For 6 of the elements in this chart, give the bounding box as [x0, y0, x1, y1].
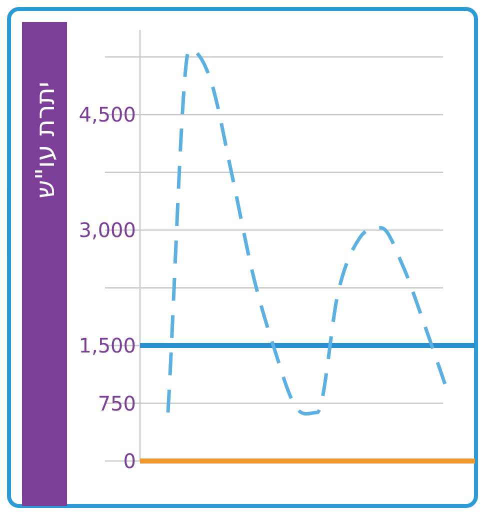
y-axis-title: יתרת עו"ש — [31, 82, 61, 198]
y-tick-label: 3,000 — [78, 218, 136, 242]
y-tick-label: 4,500 — [78, 102, 136, 127]
y-tick-label: 750 — [98, 391, 136, 416]
y-tick-label: 0 — [123, 449, 136, 473]
y-tick-label: 1,500 — [78, 334, 136, 358]
